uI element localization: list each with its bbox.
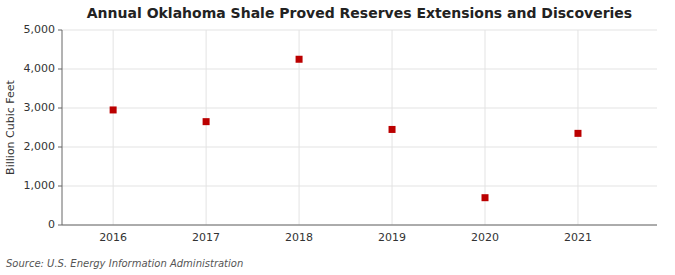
point (110, 106, 117, 113)
tick-y (58, 147, 62, 148)
grid-line-x (206, 30, 207, 225)
axis-y (62, 30, 63, 225)
chart: 0 1,000 2,000 3,000 4,000 5,000 2016 2017 2018 20… (0, 0, 675, 275)
tick-label-y: 5,000 (24, 23, 56, 36)
point (203, 118, 210, 125)
grid-line-y (62, 69, 657, 70)
point (296, 56, 303, 63)
tick-y (58, 108, 62, 109)
tick-label-x: 2020 (471, 231, 499, 244)
grid-line-x (113, 30, 114, 225)
tick-label-y: 1,000 (24, 179, 56, 192)
tick-label-y: 4,000 (24, 62, 56, 75)
title: Annual Oklahoma Shale Proved Reserves Ex… (87, 5, 632, 21)
tick-label-y: 2,000 (24, 140, 56, 153)
tick-label-x: 2017 (192, 231, 220, 244)
grid (62, 30, 657, 225)
tick-y (58, 186, 62, 187)
point (389, 126, 396, 133)
points (110, 56, 582, 201)
grid-line-y (62, 225, 657, 226)
annotation: Source: U.S. Energy Information Administ… (6, 258, 243, 269)
tick-y (58, 69, 62, 70)
tick-y (58, 30, 62, 31)
point (482, 194, 489, 201)
grid-line-y (62, 30, 657, 31)
tick-label-x: 2021 (564, 231, 592, 244)
grid-line-y (62, 147, 657, 148)
axes: 0 1,000 2,000 3,000 4,000 5,000 2016 2017 2018 20… (24, 23, 658, 244)
tick-label-x: 2018 (285, 231, 313, 244)
point (574, 130, 581, 137)
axis-label-y: Billion Cubic Feet (4, 79, 17, 174)
grid-line-x (577, 30, 578, 225)
tick-y (58, 225, 62, 226)
tick-label-y: 0 (48, 218, 55, 231)
grid-line-y (62, 108, 657, 109)
tick-label-x: 2019 (378, 231, 406, 244)
axis-x (62, 225, 657, 226)
tick-label-y: 3,000 (24, 101, 56, 114)
tick-label-x: 2016 (99, 231, 127, 244)
grid-line-y (62, 186, 657, 187)
